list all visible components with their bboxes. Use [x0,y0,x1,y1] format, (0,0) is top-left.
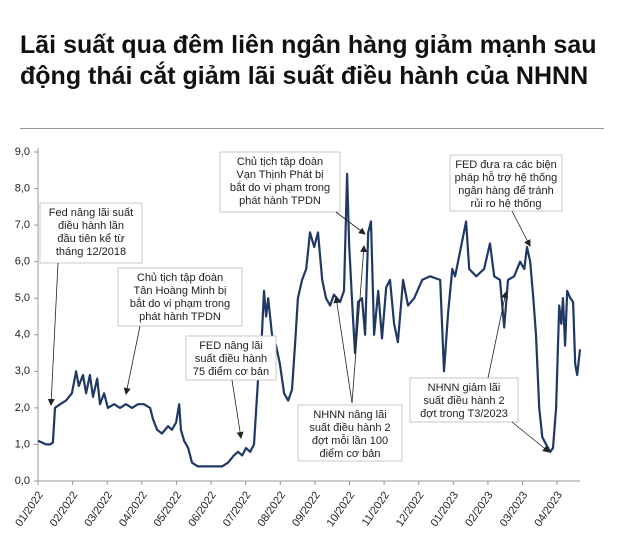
annotation-arrow [47,262,59,406]
x-tick-label: 10/2022 [325,490,358,529]
annotation-box [39,202,143,264]
x-tick-label: 03/2023 [498,490,531,529]
y-tick-label: 7,0 [15,219,30,231]
x-tick-label: 04/2023 [532,490,565,529]
x-tick-label: 06/2022 [186,490,219,529]
annotation-text: đợt trong T3/2023 [420,408,508,420]
x-tick-label: 11/2022 [360,490,392,529]
annotation-text: ngân hàng để tránh [458,185,553,197]
annotation-text: Vạn Thịnh Phát bị [236,169,323,181]
annotation-text: tháng 12/2018 [56,246,126,258]
data-line [37,172,582,468]
x-tick-label: 02/2022 [48,490,81,529]
y-tick-label: 5,0 [15,292,30,304]
x-tick-label: 01/2022 [13,490,46,529]
x-tick-label: 05/2022 [152,490,185,529]
y-tick-label: 3,0 [15,365,30,377]
annotation-text: 75 điểm cơ bản [193,366,269,378]
annotation-text: Chủ tịch tập đoàn [237,156,323,168]
annotation-arrow [333,296,353,404]
y-tick-label: 0,0 [15,475,30,487]
annotation-text: rủi ro hệ thống [471,198,542,210]
x-tick-label: 09/2022 [290,490,323,529]
x-tick-label: 04/2022 [117,490,150,529]
x-tick-label: 12/2022 [394,490,427,529]
annotation-text: bắt do vi phạm trong [230,181,330,194]
y-tick-label: 9,0 [15,146,30,158]
annotation-text: suất điều hành [195,353,267,365]
annotation-text: bắt do vi phạm trong [130,297,230,310]
annotation-arrow [351,245,368,404]
annotation-text: đợt mỗi lần 100 [312,434,388,447]
y-tick-label: 2,0 [15,402,30,414]
y-tick-label: 6,0 [15,256,30,268]
annotation-arrow [335,211,366,235]
x-tick-label: 01/2023 [429,490,462,529]
annotation-text: NHNN nâng lãi [313,409,386,421]
y-tick-label: 4,0 [15,329,30,341]
annotation-text: Fed nâng lãi suất [49,207,133,219]
annotation-text: Chủ tịch tập đoàn [137,272,223,284]
annotation-text: FED đưa ra các biện [455,159,557,171]
y-tick-label: 1,0 [15,438,30,450]
annotation-box [297,404,403,462]
x-tick-label: 02/2023 [463,490,496,529]
x-tick-label: 03/2022 [82,490,115,529]
annotation-box [409,377,519,423]
annotation-text: pháp hỗ trợ hệ thống [455,171,558,184]
annotation-arrow [511,210,531,247]
annotation-text: suất điều hành 2 [423,395,504,407]
chart-title: Lãi suất qua đêm liên ngân hàng giảm mạn… [20,31,597,90]
annotation-text: Tân Hoàng Minh bị [134,285,227,297]
annotation-text: điểm cơ bản [319,448,380,460]
x-tick-label: 07/2022 [221,490,254,529]
annotation-box [185,335,277,381]
annotation-box [449,154,563,212]
annotation-arrow [123,325,141,395]
annotation-text: phát hành TPDN [139,311,221,323]
annotation-arrow [231,379,244,439]
annotation-text: suất điều hành 2 [309,422,390,434]
x-tick-label: 08/2022 [255,490,288,529]
annotation-text: phát hành TPDN [239,195,321,207]
annotation-text: đầu tiên kể từ [57,233,125,245]
annotation-text: điều hành lần [58,220,124,232]
title-rule [20,128,604,129]
annotation-arrow [487,291,509,379]
annotation-text: NHNN giảm lãi [428,382,501,394]
annotation-box [117,267,243,327]
y-tick-label: 8,0 [15,182,30,194]
annotation-arrow [511,421,550,453]
annotation-box [219,151,341,213]
annotation-text: FED nâng lãi [199,340,263,352]
